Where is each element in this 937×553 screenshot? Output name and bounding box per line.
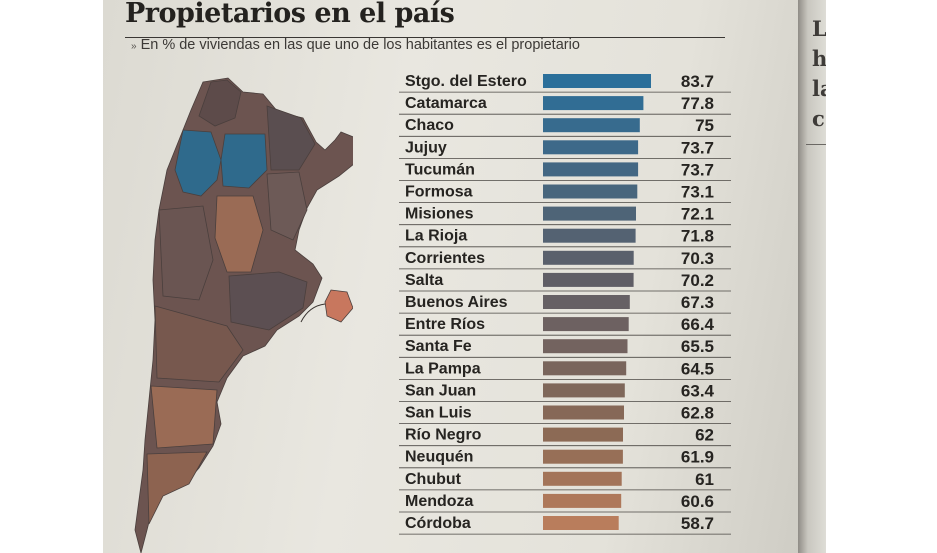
category-label: San Luis bbox=[405, 405, 472, 422]
value-label: 70.2 bbox=[681, 271, 714, 290]
category-label: Entre Ríos bbox=[405, 316, 485, 333]
bar bbox=[543, 427, 623, 442]
bar bbox=[543, 250, 634, 265]
category-label: Chubut bbox=[405, 471, 462, 488]
bullet-icon: » bbox=[131, 41, 137, 52]
chart-title: Propietarios en el país bbox=[125, 0, 455, 29]
value-label: 73.1 bbox=[681, 183, 714, 202]
category-label: Río Negro bbox=[405, 427, 482, 444]
value-label: 65.5 bbox=[681, 337, 714, 356]
category-label: Stgo. del Estero bbox=[405, 73, 527, 90]
value-label: 72.1 bbox=[681, 205, 714, 224]
map-region-north bbox=[198, 79, 242, 127]
map-region-center bbox=[214, 195, 264, 273]
title-rule bbox=[125, 37, 725, 38]
category-label: Tucumán bbox=[405, 161, 475, 178]
bar bbox=[543, 361, 627, 376]
adjacent-text-line: c bbox=[812, 106, 825, 131]
bar bbox=[543, 272, 634, 287]
newspaper-page: Propietarios en el país » En % de viviend… bbox=[103, 0, 798, 553]
bar-chart: Stgo. del Estero 83.7 Catamarca 77.8 Chaco 75… bbox=[399, 72, 731, 535]
bar bbox=[543, 339, 628, 354]
value-label: 83.7 bbox=[681, 72, 714, 91]
bar bbox=[543, 184, 638, 199]
map-region-patagonia-north bbox=[154, 305, 244, 383]
argentina-map bbox=[134, 77, 353, 553]
map-region-chaco bbox=[220, 133, 268, 189]
chart-subtitle-text: En % de viviendas en las que uno de los … bbox=[140, 37, 580, 53]
value-label: 64.5 bbox=[681, 359, 714, 378]
bar bbox=[543, 449, 623, 464]
category-label: La Pampa bbox=[405, 360, 481, 377]
bar bbox=[543, 118, 640, 133]
value-label: 63.4 bbox=[681, 381, 715, 400]
value-label: 73.7 bbox=[681, 160, 714, 179]
category-label: Jujuy bbox=[405, 139, 447, 156]
category-label: Chaco bbox=[405, 117, 454, 134]
value-label: 60.6 bbox=[681, 492, 714, 511]
bar bbox=[543, 516, 619, 530]
adjacent-text-line: la bbox=[812, 76, 826, 101]
adjacent-page-text: La h la c bbox=[812, 14, 826, 134]
category-label: Córdoba bbox=[405, 515, 471, 532]
category-label: Salta bbox=[405, 272, 443, 289]
bar bbox=[543, 228, 636, 243]
map-region-northwest bbox=[174, 129, 222, 197]
value-label: 62 bbox=[695, 426, 714, 445]
category-label: San Juan bbox=[405, 382, 476, 399]
callout-line bbox=[300, 303, 326, 323]
value-label: 61.9 bbox=[681, 448, 714, 467]
chart-subtitle: » En % de viviendas en las que uno de los… bbox=[131, 37, 580, 53]
category-label: Formosa bbox=[405, 184, 473, 201]
bar bbox=[543, 317, 629, 332]
map-region-northeast bbox=[266, 105, 316, 171]
category-label: Mendoza bbox=[405, 493, 474, 510]
value-label: 75 bbox=[695, 116, 714, 135]
bar bbox=[543, 383, 625, 398]
value-label: 67.3 bbox=[681, 293, 714, 312]
category-label: Corrientes bbox=[405, 250, 485, 267]
bar bbox=[543, 471, 622, 486]
value-label: 77.8 bbox=[681, 94, 714, 113]
bar bbox=[543, 295, 630, 309]
bar bbox=[543, 140, 639, 155]
map-region-buenos-aires-city bbox=[324, 289, 353, 323]
map-region-patagonia-south bbox=[146, 451, 208, 525]
map-region-mesopotamia bbox=[266, 171, 308, 241]
bar bbox=[543, 493, 622, 508]
adjacent-text-line: h bbox=[812, 46, 826, 71]
map-region-pampa bbox=[228, 271, 308, 331]
value-label: 62.8 bbox=[681, 404, 714, 423]
bar bbox=[543, 405, 624, 420]
adjacent-text-line: La bbox=[812, 16, 826, 41]
value-label: 66.4 bbox=[681, 315, 715, 334]
bar bbox=[543, 162, 639, 177]
bar bbox=[543, 96, 644, 111]
category-label: Santa Fe bbox=[405, 338, 472, 355]
category-label: Buenos Aires bbox=[405, 294, 508, 311]
category-label: Misiones bbox=[405, 206, 474, 223]
category-label: La Rioja bbox=[405, 228, 467, 245]
value-label: 58.7 bbox=[681, 514, 714, 533]
value-label: 70.3 bbox=[681, 249, 714, 268]
map-region-west bbox=[158, 205, 214, 301]
bar bbox=[543, 74, 651, 88]
category-label: Neuquén bbox=[405, 449, 473, 466]
adjacent-page: La h la c bbox=[798, 0, 826, 553]
map-region-patagonia-center bbox=[150, 385, 218, 449]
value-label: 73.7 bbox=[681, 138, 714, 157]
category-label: Catamarca bbox=[405, 95, 487, 112]
bar bbox=[543, 206, 636, 221]
value-label: 61 bbox=[695, 470, 714, 489]
adjacent-page-rule bbox=[806, 144, 826, 145]
value-label: 71.8 bbox=[681, 227, 714, 246]
